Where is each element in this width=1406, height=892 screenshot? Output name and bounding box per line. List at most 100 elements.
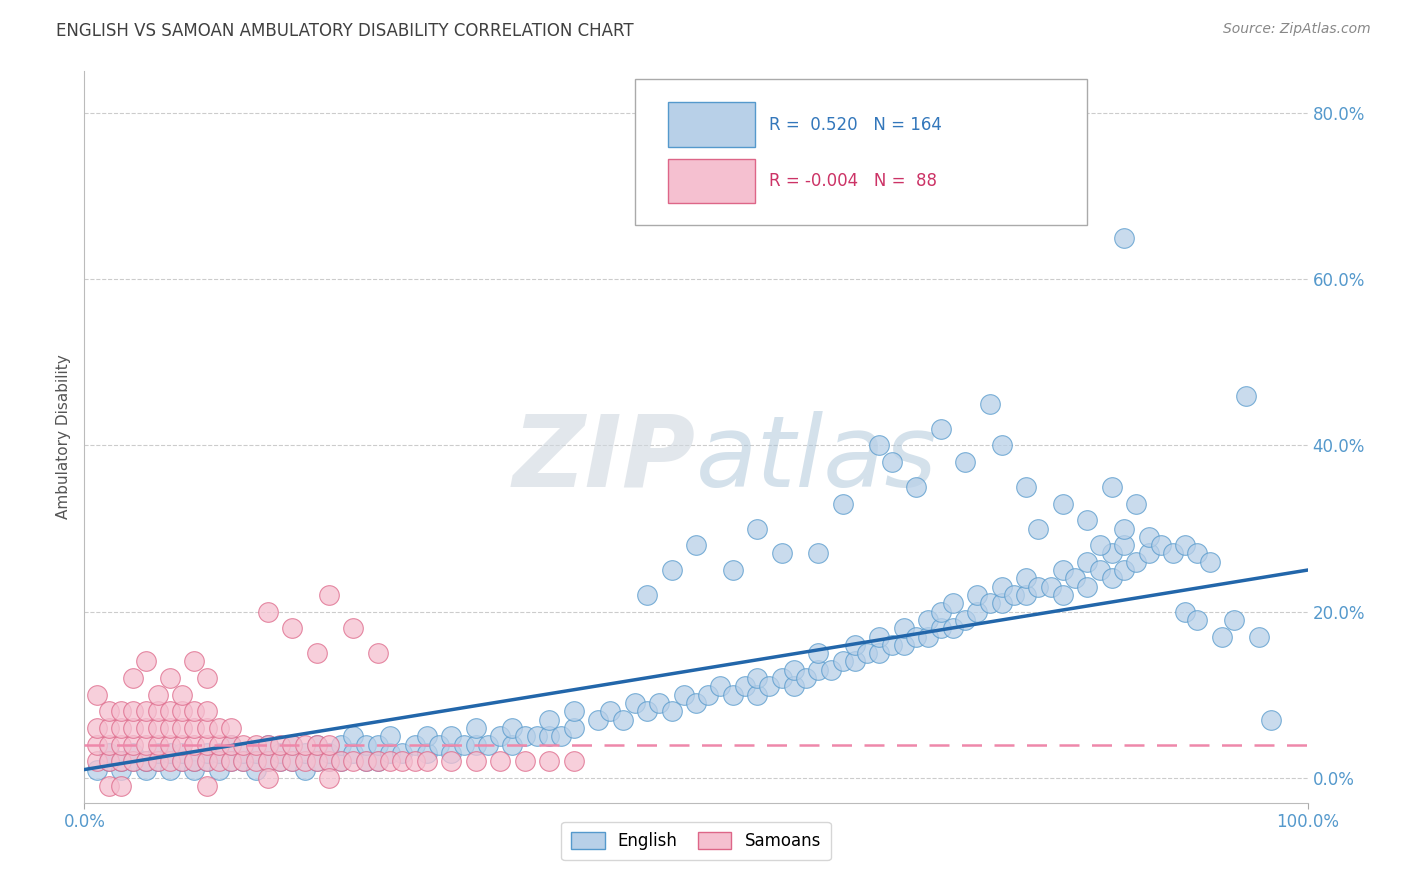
Point: [367, 738, 389, 752]
Point: [783, 680, 806, 694]
Point: [807, 646, 830, 660]
Point: [269, 754, 291, 768]
Point: [1236, 388, 1258, 402]
Point: [538, 729, 561, 743]
Point: [146, 738, 169, 752]
Point: [318, 738, 340, 752]
Point: [1137, 546, 1160, 560]
Point: [294, 763, 316, 777]
Point: [464, 754, 486, 768]
Point: [966, 605, 988, 619]
Point: [146, 721, 169, 735]
Point: [305, 738, 328, 752]
Point: [219, 738, 242, 752]
Point: [747, 671, 769, 685]
Point: [195, 746, 218, 760]
Point: [856, 646, 879, 660]
Point: [1260, 713, 1282, 727]
Point: [342, 746, 364, 760]
Point: [172, 688, 194, 702]
Point: [794, 671, 817, 685]
Point: [86, 763, 108, 777]
Text: R = -0.004   N =  88: R = -0.004 N = 88: [769, 172, 938, 190]
Point: [807, 663, 830, 677]
Point: [880, 638, 903, 652]
Point: [342, 729, 364, 743]
Point: [318, 746, 340, 760]
Point: [294, 754, 316, 768]
Point: [110, 738, 132, 752]
FancyBboxPatch shape: [668, 103, 755, 147]
Point: [146, 746, 169, 760]
Point: [1015, 480, 1038, 494]
Point: [991, 580, 1014, 594]
Point: [183, 754, 205, 768]
Point: [770, 546, 793, 560]
Point: [110, 754, 132, 768]
Point: [1076, 513, 1098, 527]
Point: [979, 596, 1001, 610]
Point: [195, 754, 218, 768]
Point: [354, 754, 377, 768]
Point: [697, 688, 720, 702]
Legend: English, Samoans: English, Samoans: [561, 822, 831, 860]
Point: [135, 655, 157, 669]
Point: [1076, 580, 1098, 594]
Point: [257, 605, 280, 619]
Point: [318, 754, 340, 768]
Point: [97, 705, 120, 719]
Point: [208, 746, 231, 760]
Point: [97, 779, 120, 793]
Point: [122, 705, 145, 719]
Point: [1028, 521, 1050, 535]
Point: [330, 754, 353, 768]
Point: [599, 705, 621, 719]
Point: [1039, 580, 1062, 594]
Point: [183, 754, 205, 768]
Point: [318, 771, 340, 785]
Point: [1088, 563, 1111, 577]
Point: [1114, 230, 1136, 244]
Point: [1052, 588, 1074, 602]
Point: [1150, 538, 1173, 552]
Point: [245, 738, 267, 752]
Point: [342, 621, 364, 635]
Point: [1114, 521, 1136, 535]
Point: [550, 729, 572, 743]
Point: [526, 729, 548, 743]
Point: [294, 746, 316, 760]
Point: [146, 688, 169, 702]
Point: [367, 754, 389, 768]
Point: [1101, 546, 1123, 560]
Point: [97, 738, 120, 752]
Point: [172, 746, 194, 760]
Point: [1161, 546, 1184, 560]
Text: atlas: atlas: [696, 410, 938, 508]
Point: [1052, 563, 1074, 577]
Point: [97, 746, 120, 760]
Point: [367, 646, 389, 660]
Point: [929, 422, 952, 436]
Point: [183, 738, 205, 752]
Point: [172, 754, 194, 768]
Point: [86, 738, 108, 752]
Point: [208, 738, 231, 752]
Point: [869, 630, 891, 644]
Point: [281, 754, 304, 768]
Point: [758, 680, 780, 694]
Point: [269, 754, 291, 768]
Point: [380, 754, 402, 768]
Point: [831, 655, 853, 669]
Point: [979, 397, 1001, 411]
Point: [159, 705, 181, 719]
Point: [86, 754, 108, 768]
Point: [636, 588, 658, 602]
Point: [513, 729, 536, 743]
Point: [1101, 480, 1123, 494]
Point: [672, 688, 695, 702]
Point: [159, 671, 181, 685]
Point: [330, 754, 353, 768]
Point: [391, 754, 413, 768]
Point: [893, 621, 915, 635]
Point: [807, 546, 830, 560]
